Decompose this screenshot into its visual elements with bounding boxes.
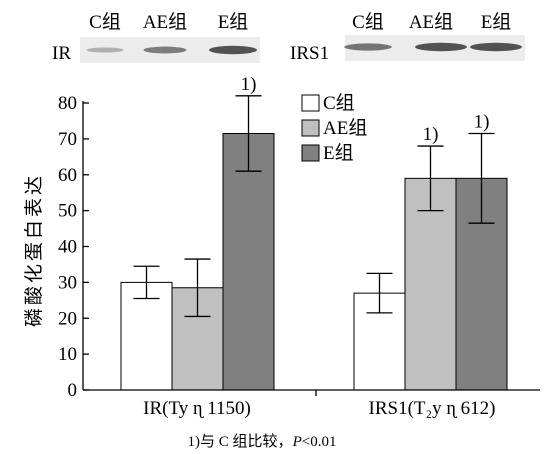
y-tick-label: 60	[58, 165, 77, 186]
blot-lane-label: AE组	[143, 11, 187, 33]
bars	[120, 132, 508, 391]
blot-lane-label: AE组	[409, 11, 453, 33]
y-tick-label: 20	[58, 308, 77, 329]
blot-band	[470, 42, 522, 52]
bar	[404, 177, 457, 391]
blot-band	[86, 47, 124, 53]
significance-label: 1)	[241, 74, 257, 95]
blot-panel-ir: C组 AE组 E组 IR	[52, 11, 260, 64]
y-tick-label: 50	[58, 201, 77, 222]
legend: C组 AE组 E组	[301, 92, 367, 164]
blot-lane-label: E组	[218, 11, 249, 33]
bar	[222, 132, 275, 391]
blot-bands	[86, 45, 257, 55]
error-bars	[133, 95, 495, 318]
blot-lane-label: E组	[481, 11, 512, 33]
blot-bands	[344, 42, 522, 52]
y-tick-label: 70	[58, 129, 77, 150]
blot-target-label: IR	[52, 43, 71, 64]
y-tick-label: 30	[58, 272, 77, 293]
footnote: 1)与 C 组比较，P<0.01	[188, 432, 337, 450]
blot-band	[344, 43, 392, 51]
axes	[82, 101, 540, 396]
x-category-label: IRS1(T₂y ɳ 612)	[369, 398, 496, 419]
significance-label: 1)	[423, 124, 439, 145]
blot-target-label: IRS1	[290, 43, 329, 64]
legend-label: E组	[323, 142, 354, 164]
x-category-labels: IR(Ty ɳ 1150) IRS1(T₂y ɳ 612)	[143, 398, 495, 419]
blot-band	[143, 46, 187, 54]
legend-label: C组	[323, 92, 355, 114]
blot-lane-label: C组	[352, 11, 384, 33]
y-tick-label: 40	[58, 237, 77, 258]
blot-band	[209, 45, 257, 55]
significance-label: 1)	[474, 111, 490, 132]
y-ticks: 0 10 20 30 40 50 60 70 80	[58, 93, 89, 401]
y-tick-label: 80	[58, 93, 77, 114]
blot-lane-label: C组	[89, 11, 121, 33]
x-category-label: IR(Ty ɳ 1150)	[143, 398, 251, 419]
legend-swatch	[301, 144, 320, 162]
blot-band	[415, 42, 467, 52]
significance-markers: 1) 1) 1)	[241, 74, 490, 145]
blot-panel-irs1: C组 AE组 E组 IRS1	[290, 11, 525, 64]
y-axis-label: 磷酸化蛋白表达	[23, 173, 45, 327]
legend-label: AE组	[323, 117, 367, 139]
y-tick-label: 0	[68, 380, 78, 401]
y-tick-label: 10	[58, 344, 77, 365]
legend-swatch	[301, 94, 320, 112]
legend-swatch	[301, 119, 320, 137]
bar	[120, 281, 173, 391]
